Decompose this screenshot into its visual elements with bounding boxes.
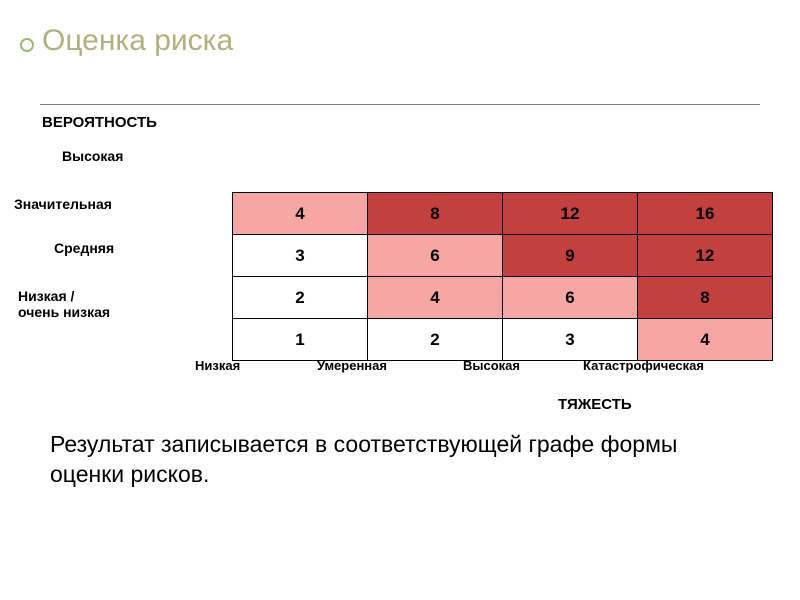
risk-matrix: 4812163691224681234 (232, 192, 773, 361)
matrix-cell: 3 (503, 319, 638, 361)
probability-axis-title: ВЕРОЯТНОСТЬ (42, 114, 157, 131)
y-label: Высокая (62, 148, 123, 164)
x-label: Высокая (463, 358, 520, 373)
matrix-cell: 1 (233, 319, 368, 361)
matrix-cell: 6 (503, 277, 638, 319)
y-label: Средняя (54, 240, 114, 256)
page-title: Оценка риска (42, 24, 233, 58)
matrix-cell: 4 (638, 319, 773, 361)
title-bullet-icon (20, 38, 34, 52)
x-label: Низкая (195, 358, 240, 373)
matrix-cell: 6 (368, 235, 503, 277)
matrix-cell: 2 (233, 277, 368, 319)
matrix-cell: 2 (368, 319, 503, 361)
severity-axis-title: ТЯЖЕСТЬ (558, 396, 632, 413)
matrix-cell: 9 (503, 235, 638, 277)
matrix-cell: 4 (368, 277, 503, 319)
matrix-cell: 8 (368, 193, 503, 235)
matrix-cell: 12 (503, 193, 638, 235)
x-label: Катастрофическая (583, 358, 704, 373)
matrix-cell: 8 (638, 277, 773, 319)
x-label: Умеренная (317, 358, 387, 373)
x-axis-labels: Низкая Умеренная Высокая Катастрофическая (195, 358, 755, 378)
divider (40, 104, 760, 105)
y-label: Низкая / (18, 288, 74, 304)
matrix-row: 481216 (233, 193, 773, 235)
matrix-cell: 4 (233, 193, 368, 235)
body-text: Результат записывается в соответствующей… (50, 430, 710, 490)
matrix-row: 1234 (233, 319, 773, 361)
matrix-row: 36912 (233, 235, 773, 277)
matrix-cell: 16 (638, 193, 773, 235)
y-label: очень низкая (18, 304, 110, 320)
matrix-cell: 3 (233, 235, 368, 277)
matrix-cell: 12 (638, 235, 773, 277)
y-label: Значительная (14, 196, 112, 212)
matrix-row: 2468 (233, 277, 773, 319)
